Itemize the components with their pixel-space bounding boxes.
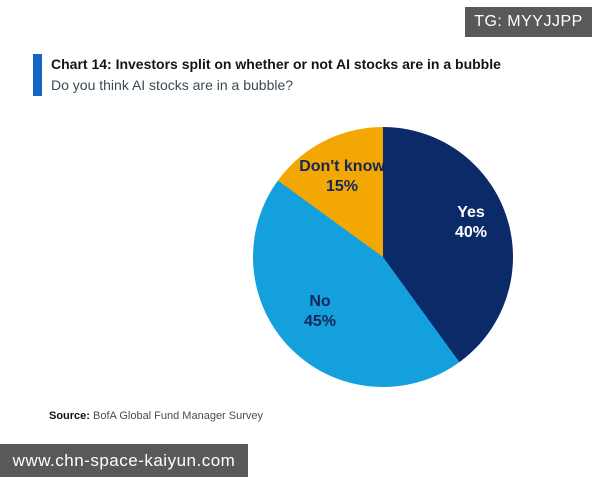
- slice-name: Yes: [457, 204, 485, 221]
- source-prefix: Source:: [49, 410, 90, 422]
- pie-slice-label-dont-know: Don't know 15%: [299, 157, 385, 197]
- chart-header: Chart 14: Investors split on whether or …: [33, 54, 501, 96]
- slice-percent: 40%: [454, 224, 488, 241]
- pie-slice-label-no: No 45%: [304, 292, 336, 332]
- pie-chart-area: Yes 40% No 45% Don't know 15%: [253, 127, 513, 387]
- slice-name: Don't know: [299, 158, 385, 175]
- slice-percent: 45%: [303, 313, 337, 330]
- pie-slice-label-yes: Yes 40%: [455, 203, 487, 243]
- pie-chart: [253, 127, 513, 387]
- slice-percent: 15%: [325, 178, 359, 195]
- source-text: BofA Global Fund Manager Survey: [93, 410, 264, 422]
- source-line: Source: BofA Global Fund Manager Survey: [49, 410, 263, 422]
- chart-title: Chart 14: Investors split on whether or …: [51, 56, 501, 72]
- slice-name: No: [309, 293, 331, 310]
- website-watermark-text: www.chn-space-kaiyun.com: [12, 450, 236, 470]
- telegram-watermark-badge: TG: MYYJJPP: [465, 7, 592, 37]
- website-watermark-badge: www.chn-space-kaiyun.com: [0, 444, 248, 477]
- chart-subtitle: Do you think AI stocks are in a bubble?: [51, 77, 294, 93]
- telegram-watermark-text: TG: MYYJJPP: [474, 13, 583, 30]
- title-accent-bar: [33, 54, 42, 96]
- title-text-group: Chart 14: Investors split on whether or …: [51, 54, 501, 96]
